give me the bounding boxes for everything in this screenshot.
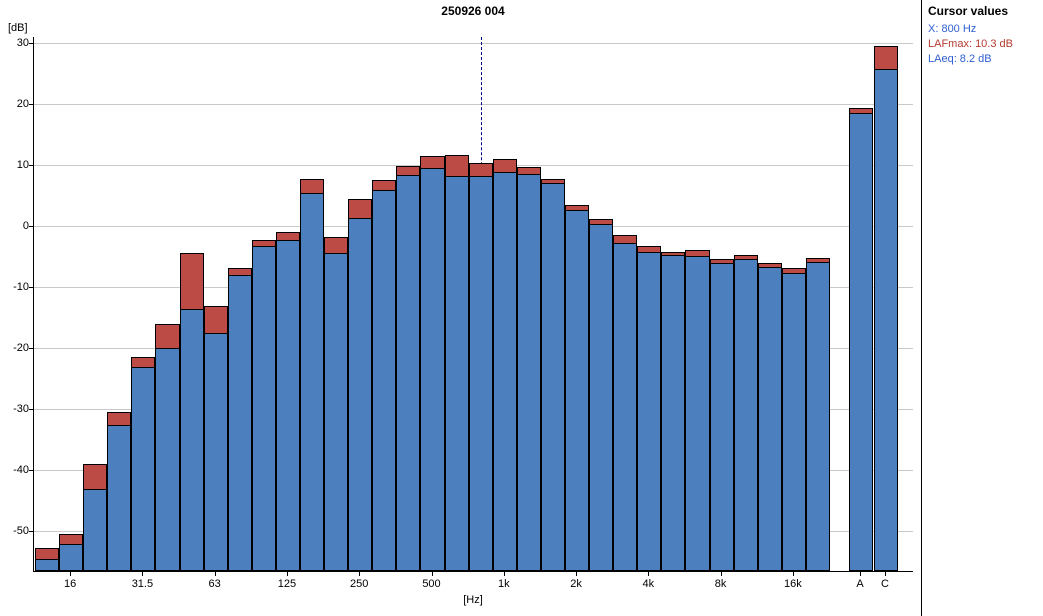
- laeq-bar-20[interactable]: [83, 488, 108, 571]
- y-axis-unit-label: [dB]: [8, 22, 28, 34]
- x-axis-label-31.5: 31.5: [131, 578, 154, 590]
- x-axis-label-2k: 2k: [570, 578, 582, 590]
- x-axis-tick: [214, 572, 216, 576]
- laeq-bar-31.5[interactable]: [131, 366, 156, 571]
- y-axis-tick: [29, 43, 33, 45]
- laeq-bar-1.6k[interactable]: [540, 183, 565, 571]
- laeq-bar-12.5[interactable]: [35, 558, 60, 571]
- y-axis-tick: [29, 409, 33, 411]
- y-axis-label: -40: [13, 463, 29, 476]
- gridline: [34, 104, 913, 106]
- y-axis-tick: [29, 165, 33, 167]
- x-axis-tick: [720, 572, 722, 576]
- x-axis-tick: [576, 572, 578, 576]
- laeq-bar-315[interactable]: [372, 189, 397, 571]
- cursor-x-value: X: 800 Hz: [928, 23, 977, 35]
- cursor-values-panel: Cursor values X: 800 Hz LAFmax: 10.3 dB …: [928, 4, 1040, 67]
- x-axis-tick: [503, 572, 505, 576]
- gridline: [34, 43, 913, 45]
- cursor-panel-title: Cursor values: [928, 4, 1009, 18]
- x-axis-label-1k: 1k: [497, 578, 510, 590]
- x-axis-label-C: C: [881, 578, 889, 590]
- laeq-bar-100[interactable]: [251, 245, 276, 571]
- laeq-bar-50[interactable]: [179, 308, 204, 571]
- laeq-bar-overall-A[interactable]: [849, 113, 873, 571]
- laeq-bar-6.3k[interactable]: [685, 256, 710, 571]
- laeq-bar-80[interactable]: [227, 275, 252, 571]
- y-axis-label: 0: [22, 219, 29, 232]
- x-axis-label-A: A: [856, 578, 864, 590]
- laeq-bar-12.5k[interactable]: [757, 267, 782, 571]
- y-axis-tick: [29, 287, 33, 289]
- laeq-bar-125[interactable]: [275, 239, 300, 571]
- plot-area[interactable]: [33, 37, 913, 572]
- laeq-bar-200[interactable]: [324, 253, 349, 571]
- laeq-bar-16k[interactable]: [781, 272, 806, 571]
- chart-title: 250926 004: [441, 4, 505, 18]
- x-axis-label-500: 500: [422, 578, 441, 590]
- x-axis-tick: [860, 572, 861, 576]
- laeq-bar-40[interactable]: [155, 348, 180, 571]
- y-axis-label: 10: [16, 158, 29, 171]
- laeq-bar-160[interactable]: [300, 192, 325, 571]
- laeq-bar-1k[interactable]: [492, 171, 517, 571]
- x-axis-tick: [142, 572, 144, 576]
- x-axis-tick: [792, 572, 794, 576]
- y-axis-tick: [29, 531, 33, 533]
- laeq-bar-16[interactable]: [59, 543, 84, 571]
- laeq-bar-3.15k[interactable]: [613, 243, 638, 571]
- x-axis-label-125: 125: [277, 578, 297, 590]
- x-axis-tick: [648, 572, 650, 576]
- laeq-bar-2k[interactable]: [565, 210, 590, 571]
- laeq-bar-4k[interactable]: [637, 251, 662, 571]
- laeq-bar-630[interactable]: [444, 175, 469, 571]
- laeq-bar-25[interactable]: [107, 424, 132, 571]
- laeq-bar-5k[interactable]: [661, 255, 686, 571]
- laeq-bar-63[interactable]: [203, 332, 228, 571]
- x-axis-label-250: 250: [350, 578, 369, 590]
- y-axis-label: 30: [16, 36, 29, 49]
- x-axis-label-16: 16: [64, 578, 77, 590]
- x-axis-tick: [359, 572, 361, 576]
- y-axis-tick: [29, 104, 33, 106]
- laeq-bar-8k[interactable]: [709, 263, 734, 571]
- x-axis-tick: [286, 572, 288, 576]
- x-axis-unit-label: [Hz]: [463, 594, 483, 606]
- laeq-bar-250[interactable]: [348, 217, 373, 571]
- laeq-bar-10k[interactable]: [733, 258, 758, 571]
- x-axis-label-4k: 4k: [642, 578, 655, 590]
- x-axis-tick: [431, 572, 433, 576]
- y-axis-label: 20: [16, 97, 29, 110]
- laeq-bar-500[interactable]: [420, 168, 445, 571]
- laeq-bar-400[interactable]: [396, 174, 421, 571]
- x-axis-tick: [885, 572, 886, 576]
- laeq-bar-overall-C[interactable]: [874, 68, 898, 571]
- y-axis-label: -30: [13, 402, 29, 415]
- laeq-bar-2.5k[interactable]: [589, 224, 614, 571]
- y-axis-label: -20: [13, 341, 29, 354]
- laeq-bar-800[interactable]: [468, 176, 493, 571]
- panel-separator: [921, 0, 922, 616]
- y-axis-tick: [29, 470, 33, 472]
- y-axis-label: -50: [13, 524, 29, 537]
- cursor-lafmax-value: LAFmax: 10.3 dB: [928, 38, 1013, 50]
- cursor-laeq-value: LAeq: 8.2 dB: [928, 53, 992, 65]
- x-axis-label-63: 63: [208, 578, 221, 590]
- x-axis-tick: [70, 572, 72, 576]
- x-axis-label-16k: 16k: [783, 578, 802, 590]
- x-axis-label-8k: 8k: [714, 578, 727, 590]
- y-axis-tick: [29, 226, 33, 228]
- y-axis-tick: [29, 348, 33, 350]
- y-axis-label: -10: [13, 280, 29, 293]
- laeq-bar-20k[interactable]: [805, 262, 830, 571]
- laeq-bar-1.25k[interactable]: [516, 174, 541, 571]
